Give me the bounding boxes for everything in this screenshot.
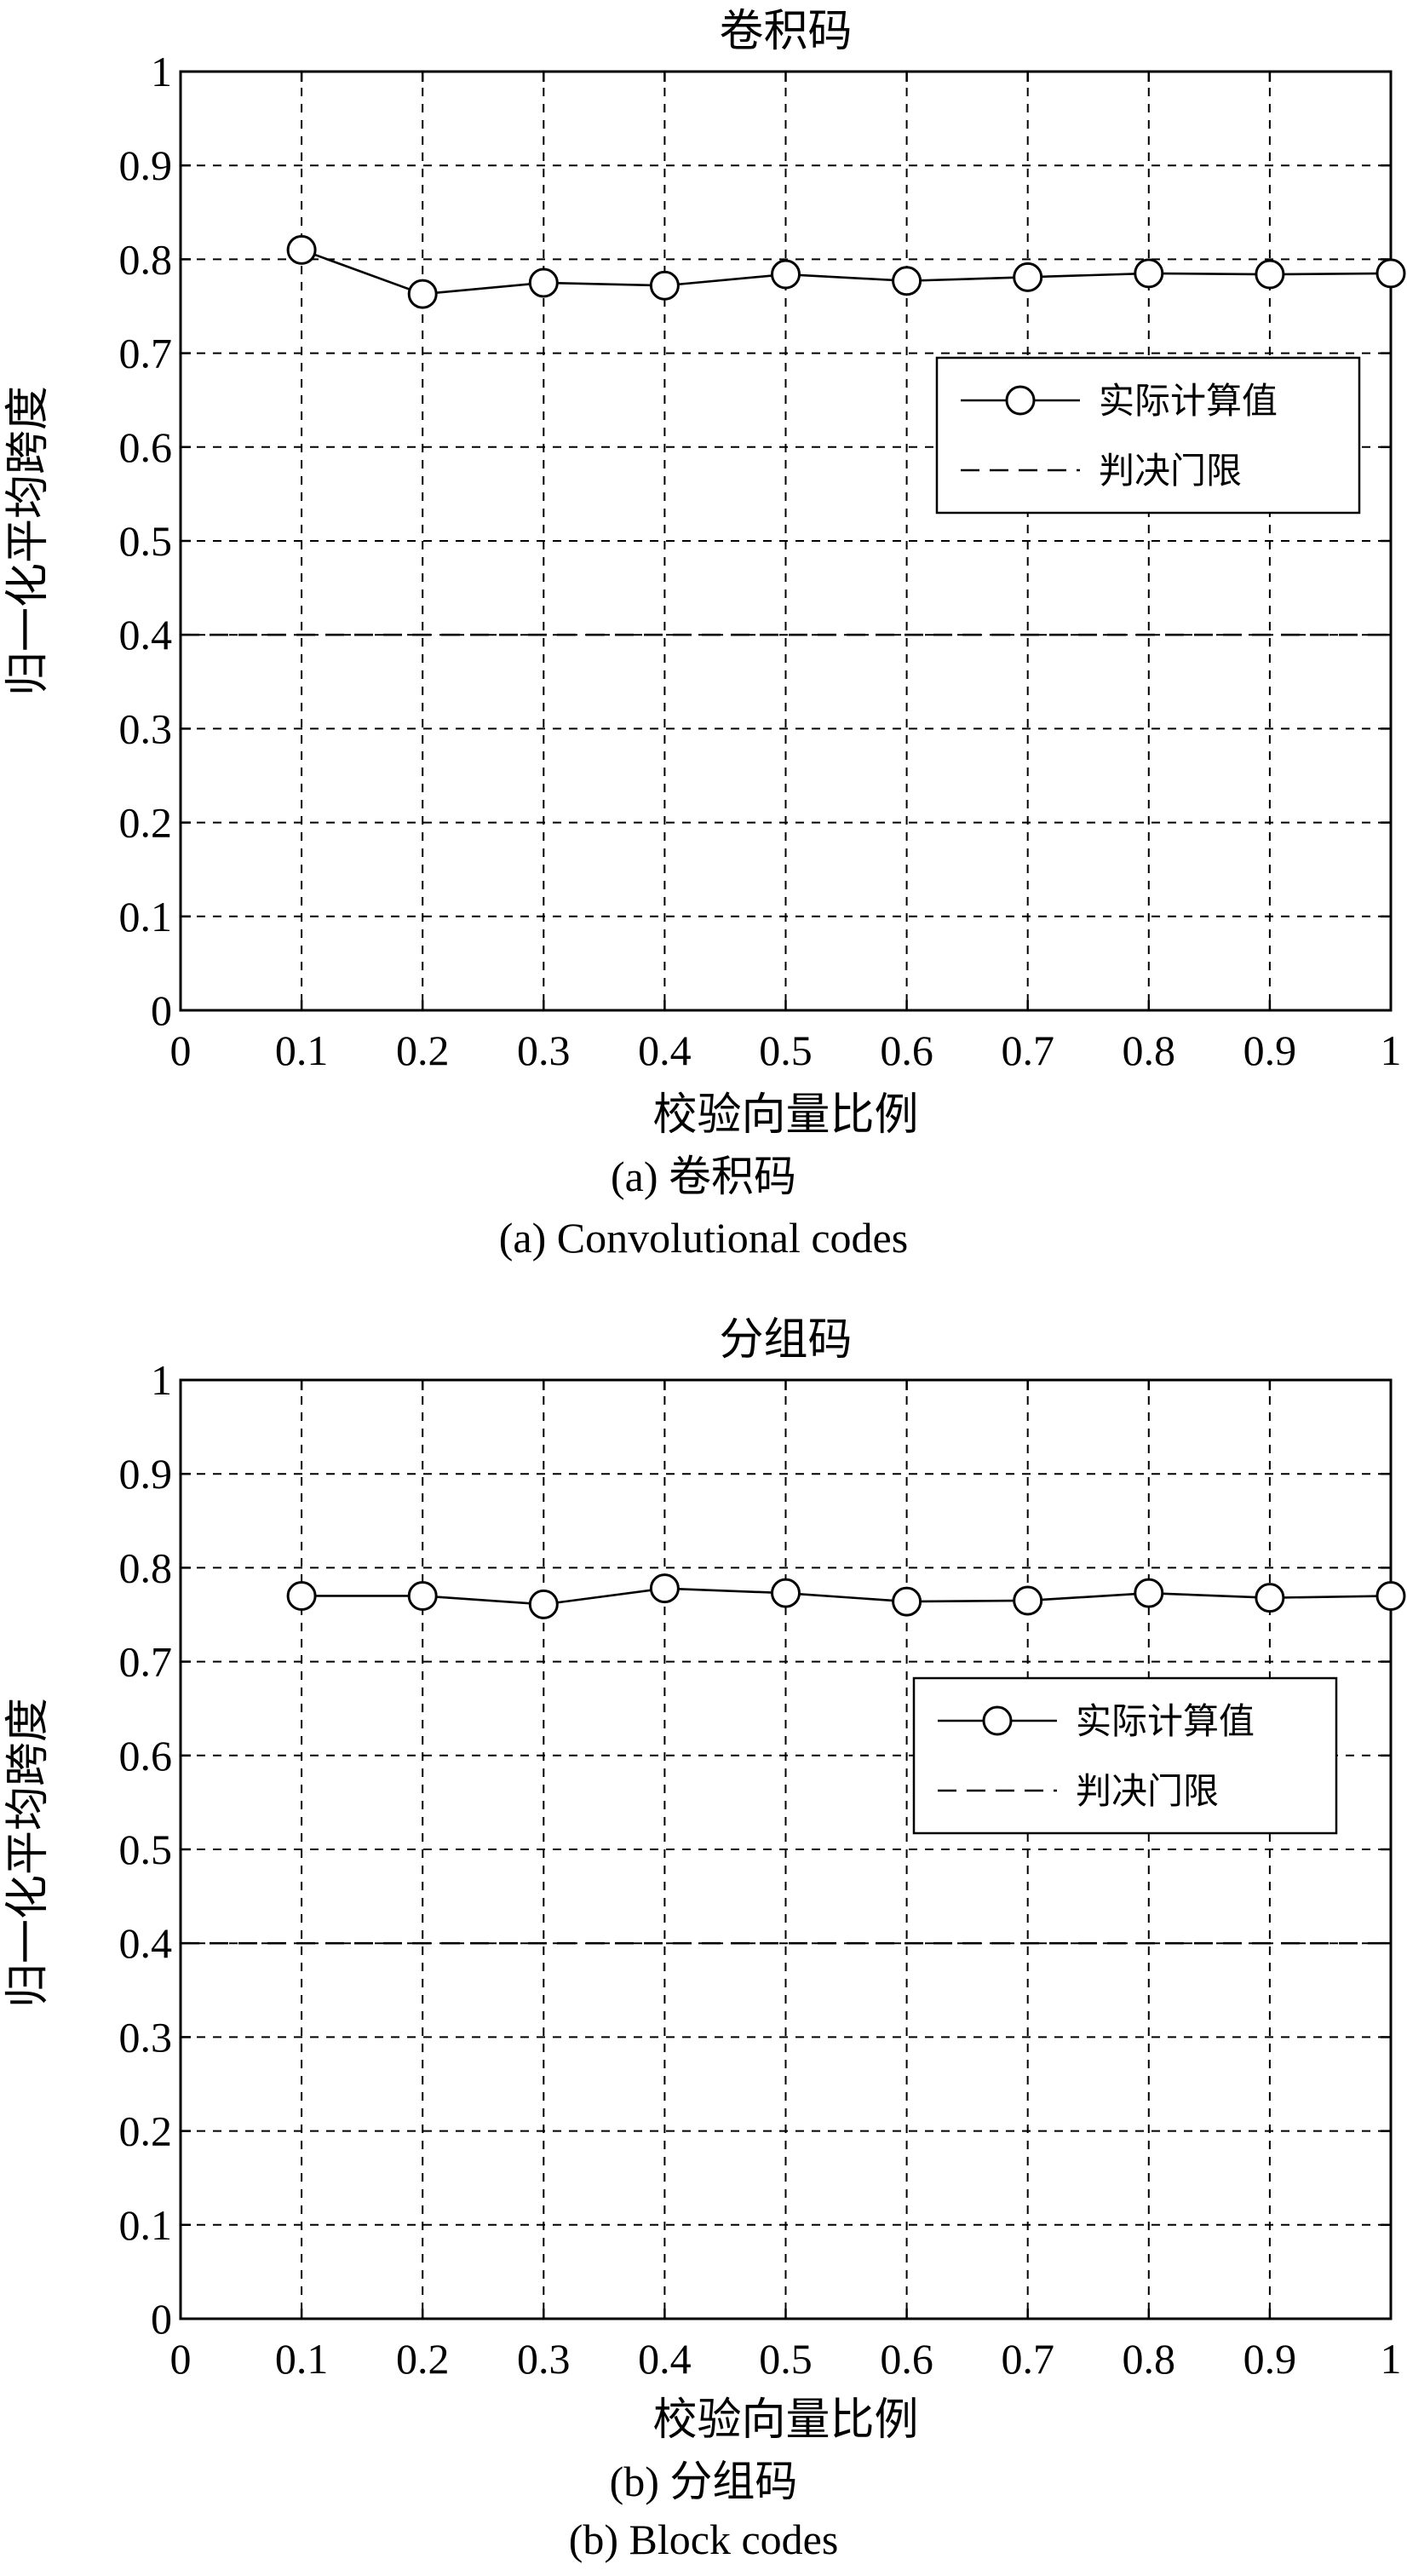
y-tick-label: 0 [151, 986, 172, 1034]
y-tick-label: 0.6 [119, 1732, 173, 1780]
y-tick-label: 0.7 [119, 330, 173, 377]
y-tick-label: 1 [151, 48, 172, 95]
data-point [1134, 1578, 1164, 1608]
y-tick-label: 0.8 [119, 235, 173, 283]
legend-box [935, 356, 1361, 515]
chart-title: 分组码 [719, 1316, 852, 1365]
y-tick-label: 0 [151, 2295, 172, 2343]
data-point [771, 1578, 801, 1608]
x-tick-label: 0.6 [880, 1026, 933, 1074]
y-axis-label: 归一化平均跨度 [4, 386, 53, 696]
data-point [1255, 259, 1285, 290]
data-point [1013, 262, 1043, 292]
series-line [301, 249, 1392, 296]
chart-title: 卷积码 [719, 8, 852, 56]
y-tick-label: 0.3 [119, 704, 173, 752]
x-tick-label: 0 [170, 2335, 192, 2383]
y-tick-label: 0.7 [119, 1638, 173, 1686]
legend-box [912, 1676, 1338, 1835]
x-tick-label: 1 [1381, 1026, 1402, 1074]
y-tick-label: 0.5 [119, 517, 173, 565]
data-point [649, 1573, 680, 1604]
legend-label: 判决门限 [1076, 1773, 1219, 1812]
y-tick-label: 0.9 [119, 1450, 173, 1498]
x-tick-label: 0.2 [396, 1026, 450, 1074]
x-tick-label: 0.1 [275, 2335, 329, 2383]
series-line [302, 1587, 1392, 1606]
x-axis-label: 校验向量比例 [652, 2396, 918, 2445]
y-tick-label: 0.8 [119, 1544, 173, 1591]
x-tick-label: 0.7 [1001, 1026, 1054, 1074]
caption-en: (b) Block codes [569, 2516, 839, 2563]
data-point [1255, 1583, 1285, 1613]
x-tick-label: 0.3 [517, 2335, 571, 2383]
data-point [1375, 258, 1406, 289]
chart-panel-a: 0 0.1 0.2 0.3 0.4 0.5 0.6 0.7 0.8 0.9 1 0 0.1 0.2 0.3 0… [4, 8, 1406, 1262]
x-tick-label: 0.4 [638, 2335, 692, 2383]
y-tick-label: 0.4 [119, 1919, 173, 1967]
data-point [407, 1580, 438, 1611]
y-tick-label: 0.4 [119, 611, 173, 658]
data-point [286, 234, 317, 265]
data-point [528, 267, 559, 298]
y-tick-label: 0.5 [119, 1826, 173, 1873]
y-tick-label: 0.3 [119, 2013, 173, 2061]
legend-label: 判决门限 [1099, 452, 1242, 492]
x-tick-label: 0.1 [275, 1026, 329, 1074]
x-tick-label: 0.2 [396, 2335, 450, 2383]
x-tick-label: 0.6 [880, 2335, 933, 2383]
data-point [1013, 1585, 1043, 1616]
x-tick-label: 0.7 [1001, 2335, 1054, 2383]
data-point [1375, 1580, 1406, 1611]
data-point [1134, 258, 1164, 289]
x-tick-label: 0.5 [759, 1026, 813, 1074]
x-tick-label: 1 [1381, 2335, 1402, 2383]
y-tick-label: 0.1 [119, 2201, 173, 2249]
data-point [528, 1589, 559, 1619]
x-tick-label: 0.8 [1123, 2335, 1176, 2383]
x-tick-label: 0.4 [638, 1026, 692, 1074]
legend-circle-marker [1005, 385, 1036, 416]
x-tick-label: 0.9 [1243, 2335, 1297, 2383]
data-point [892, 266, 922, 296]
data-point [892, 1586, 922, 1617]
caption-cn: (b) 分组码 [610, 2458, 798, 2505]
y-tick-label: 0.9 [119, 141, 173, 189]
x-tick-label: 0.3 [517, 1026, 571, 1074]
y-axis-label: 归一化平均跨度 [4, 1698, 53, 2008]
x-tick-label: 0.9 [1243, 1026, 1297, 1074]
y-tick-label: 0.2 [119, 799, 173, 847]
x-tick-label: 0.8 [1123, 1026, 1176, 1074]
x-tick-label: 0 [170, 1026, 192, 1074]
caption-cn: (a) 卷积码 [611, 1153, 796, 1200]
x-tick-label: 0.5 [759, 2335, 813, 2383]
data-point [771, 259, 801, 290]
legend-label: 实际计算值 [1099, 382, 1278, 422]
data-point [286, 1580, 317, 1611]
legend-circle-marker [982, 1705, 1013, 1736]
data-point [407, 279, 438, 309]
chart-panel-b: 0 0.1 0.2 0.3 0.4 0.5 0.6 0.7 0.8 0.9 1 0 0.1 0.2 0.3 0… [4, 1316, 1406, 2563]
x-axis-label: 校验向量比例 [652, 1091, 918, 1140]
y-tick-label: 0.6 [119, 423, 173, 471]
y-tick-label: 0.1 [119, 893, 173, 940]
data-point [649, 270, 680, 301]
y-tick-label: 0.2 [119, 2107, 173, 2155]
caption-en: (a) Convolutional codes [499, 1214, 908, 1262]
y-tick-label: 1 [151, 1356, 172, 1404]
legend-label: 实际计算值 [1076, 1702, 1255, 1742]
